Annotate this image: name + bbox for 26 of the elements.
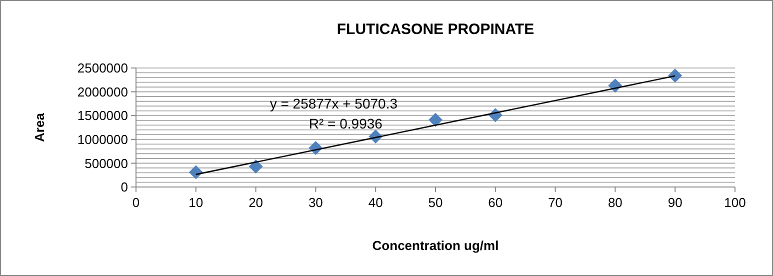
y-tick-label: 2500000 bbox=[77, 60, 128, 76]
x-tick-label: 0 bbox=[132, 195, 140, 210]
y-tick-label: 1500000 bbox=[77, 108, 128, 124]
x-tick-label: 50 bbox=[428, 195, 443, 210]
point bbox=[668, 68, 682, 83]
annotation: y = 25877x + 5070.3 bbox=[270, 95, 398, 112]
x-tick-label: 30 bbox=[308, 195, 323, 210]
y-tick-label: 0 bbox=[120, 180, 128, 195]
x-tick-label: 20 bbox=[248, 195, 264, 210]
point bbox=[188, 165, 203, 180]
x-tick-label: 40 bbox=[368, 195, 383, 210]
point bbox=[248, 160, 263, 174]
y-tick-label: 500000 bbox=[84, 156, 128, 171]
annotation: R² = 0.9936 bbox=[308, 115, 383, 132]
y-tick-label: 1000000 bbox=[77, 132, 128, 147]
x-tick-label: 70 bbox=[548, 195, 563, 210]
y-axis-title: Area bbox=[32, 112, 47, 142]
x-tick-label: 90 bbox=[668, 195, 682, 210]
x-tick-label: 100 bbox=[724, 195, 746, 210]
chart-title: FLUTICASONE PROPINATE bbox=[336, 21, 534, 38]
x-tick-label: 10 bbox=[188, 195, 204, 210]
x-axis-title: Concentration ug/ml bbox=[372, 238, 499, 253]
y-tick-label: 2000000 bbox=[77, 84, 128, 100]
x-tick-label: 60 bbox=[488, 195, 503, 210]
point bbox=[428, 112, 442, 127]
x-tick-label: 80 bbox=[608, 195, 622, 210]
